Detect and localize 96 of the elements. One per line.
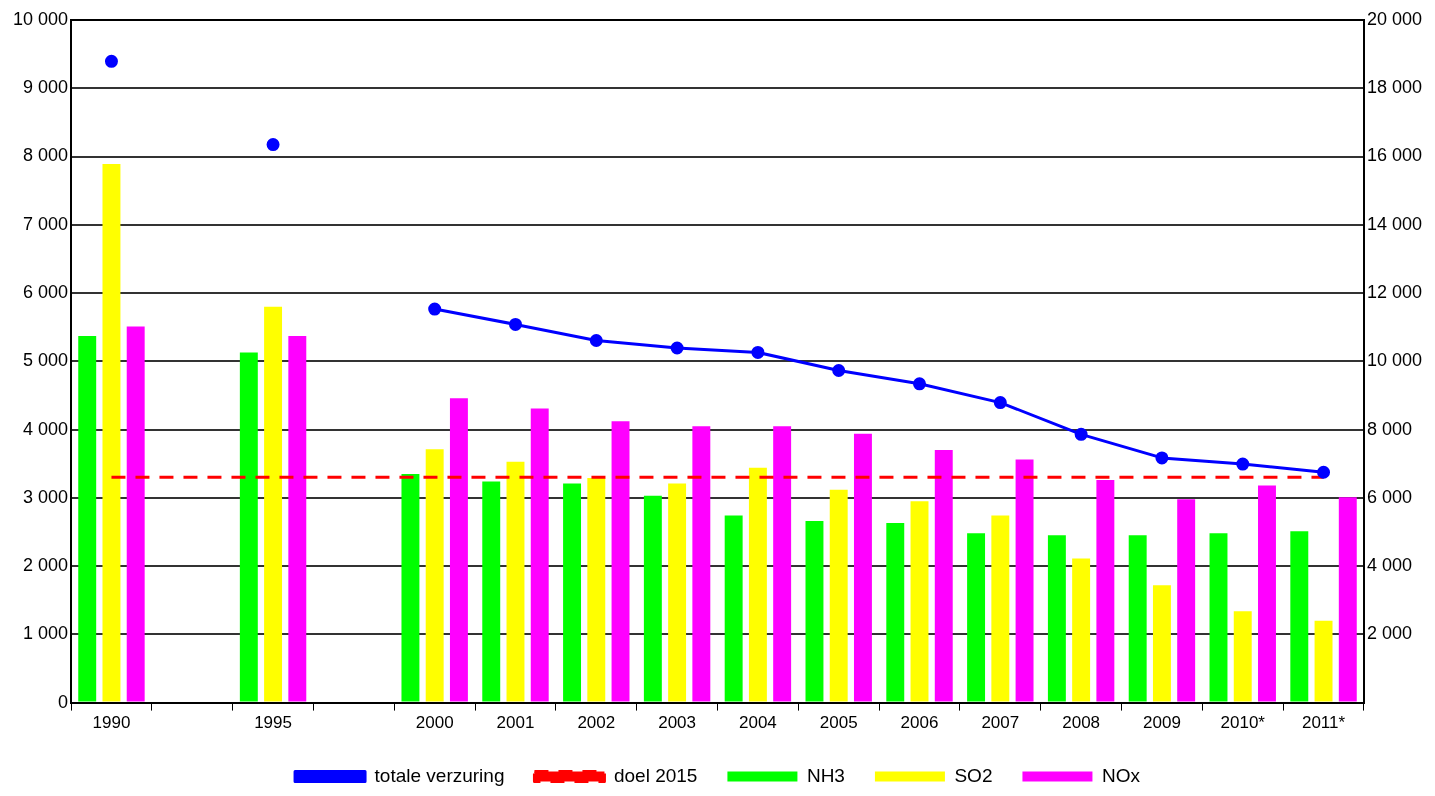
y-tick-label: 5 000	[23, 350, 69, 371]
bar	[1290, 531, 1309, 702]
x-tick-label: 2002	[577, 713, 616, 733]
bar	[668, 483, 687, 702]
point	[751, 345, 765, 359]
bar	[910, 501, 929, 702]
y-tick-label: 9 000	[23, 77, 69, 98]
bar	[853, 433, 872, 702]
x-tick-label: 2001	[496, 713, 535, 733]
bar	[126, 326, 145, 702]
y2-tick-label: 8 000	[1366, 418, 1412, 439]
y2-tick-label: 4 000	[1366, 555, 1412, 576]
legend-label: doel 2015	[613, 764, 698, 786]
bar	[1338, 497, 1357, 702]
point	[1236, 457, 1250, 471]
bar	[102, 164, 121, 702]
x-tick-label: 2005	[819, 713, 858, 733]
x-tick-label: 2000	[415, 713, 454, 733]
bar	[1258, 485, 1276, 702]
y-tick-label: 0	[58, 691, 69, 712]
point	[266, 138, 280, 152]
legend-label: SO2	[954, 764, 993, 786]
point	[589, 333, 603, 347]
y2-tick-label: 6 000	[1366, 486, 1412, 507]
x-tick-label: 2009	[1143, 713, 1181, 733]
point	[913, 377, 927, 391]
bar	[506, 461, 525, 702]
bar	[643, 495, 662, 702]
legend-label: NOx	[1101, 764, 1141, 786]
bar	[1177, 499, 1196, 702]
bar	[1209, 533, 1228, 702]
y2-tick-label: 20 000	[1366, 8, 1423, 29]
bar	[288, 336, 307, 702]
y-tick-label: 8 000	[23, 145, 69, 166]
bar	[1314, 620, 1333, 702]
bar	[1128, 535, 1147, 702]
point	[993, 396, 1007, 410]
bar	[401, 473, 420, 702]
bar	[1047, 535, 1066, 702]
y-tick-label: 10 000	[12, 8, 69, 29]
y2-tick-label: 16 000	[1366, 145, 1423, 166]
bar	[1096, 480, 1115, 702]
bar	[991, 515, 1010, 702]
y2-tick-label: 14 000	[1366, 213, 1423, 234]
bar	[563, 483, 582, 702]
y2-tick-label: 2 000	[1366, 623, 1412, 644]
bar	[264, 306, 283, 702]
x-tick-label: 1995	[254, 713, 292, 733]
y2-tick-label: 18 000	[1366, 77, 1423, 98]
y-tick-label: 4 000	[23, 418, 69, 439]
bar	[449, 398, 468, 702]
x-tick-label: 2003	[658, 713, 697, 733]
point	[670, 341, 684, 355]
y-tick-label: 2 000	[23, 555, 69, 576]
bar	[967, 533, 986, 702]
bar	[1152, 585, 1171, 702]
bar	[239, 352, 258, 702]
point	[832, 364, 846, 378]
bar	[425, 449, 444, 702]
bar	[805, 521, 824, 702]
x-tick-label: 1990	[92, 713, 131, 733]
bar	[748, 467, 767, 702]
bar	[934, 450, 953, 702]
bar	[724, 515, 743, 702]
bar	[611, 421, 630, 702]
x-tick-label: 2011*	[1301, 713, 1346, 733]
point	[1074, 427, 1088, 441]
legend-label: totale verzuring	[374, 764, 505, 786]
x-tick-label: 2007	[981, 713, 1020, 733]
bar	[773, 426, 792, 702]
bar	[530, 408, 549, 702]
legend-label: NH3	[806, 764, 845, 786]
bar	[886, 523, 905, 702]
bar	[587, 478, 606, 702]
y-tick-label: 6 000	[23, 282, 69, 303]
bar	[482, 481, 501, 702]
bar	[829, 489, 848, 702]
y2-tick-label: 12 000	[1366, 282, 1423, 303]
point	[428, 302, 442, 316]
point	[104, 54, 118, 68]
x-tick-label: 2006	[900, 713, 939, 733]
bar	[78, 336, 97, 702]
point	[1155, 451, 1169, 465]
x-tick-label: 2008	[1062, 713, 1101, 733]
y2-tick-label: 10 000	[1366, 350, 1423, 371]
x-tick-label: 2004	[738, 713, 777, 733]
bar	[1015, 459, 1034, 702]
y-tick-label: 1 000	[23, 623, 69, 644]
x-tick-label: 2010*	[1220, 713, 1266, 733]
bar	[692, 426, 711, 702]
bar	[1072, 558, 1091, 702]
point	[508, 317, 522, 331]
y-tick-label: 7 000	[23, 213, 69, 234]
point	[1317, 465, 1331, 479]
y-tick-label: 3 000	[23, 486, 69, 507]
bar	[1233, 611, 1252, 702]
